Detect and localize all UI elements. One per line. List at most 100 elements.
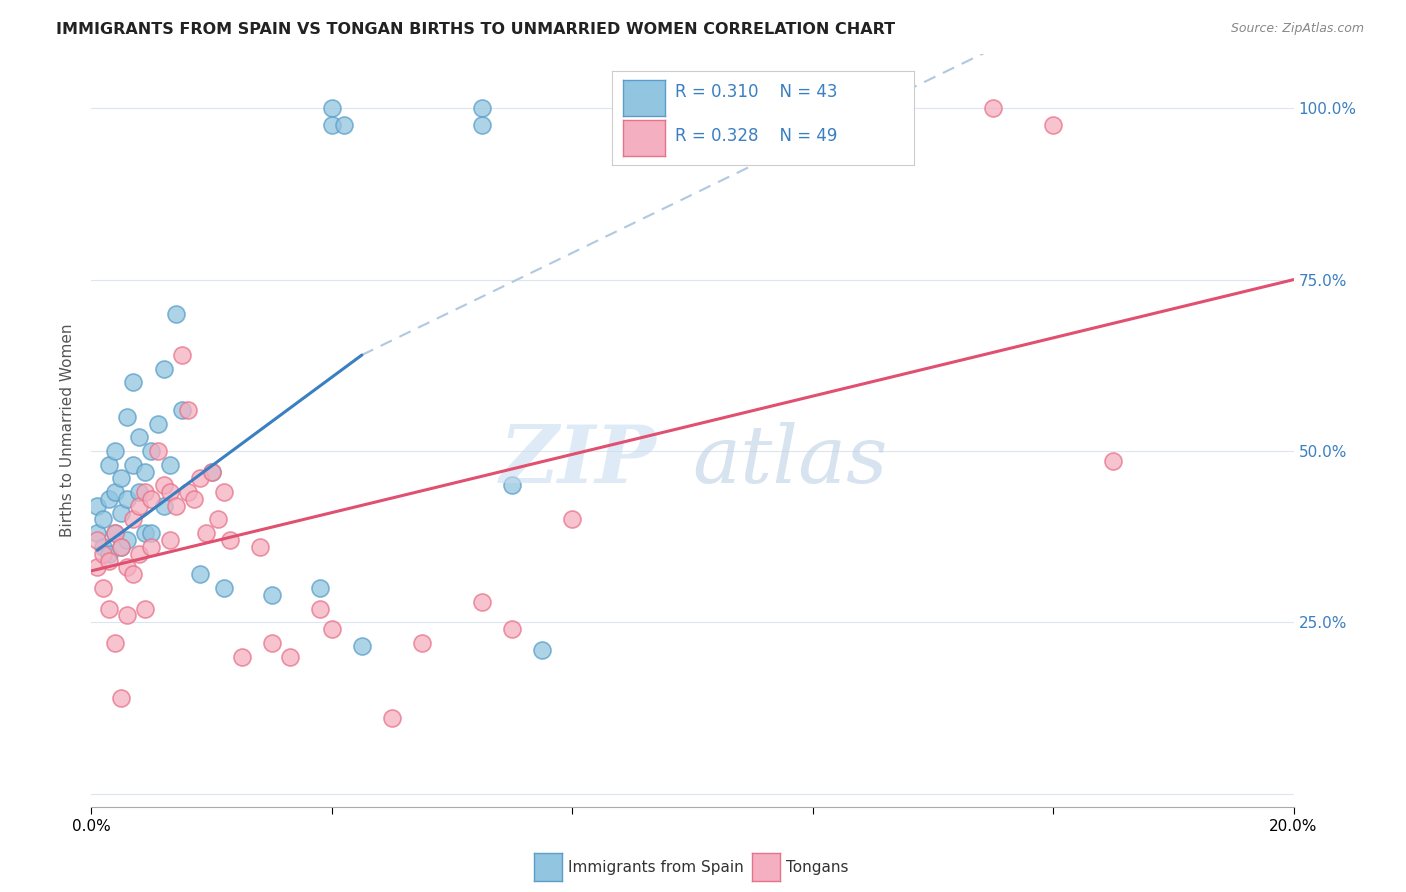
Point bbox=[188, 471, 211, 485]
Point bbox=[117, 409, 139, 424]
Text: Immigrants from Spain: Immigrants from Spain bbox=[568, 860, 744, 874]
Text: Tongans: Tongans bbox=[786, 860, 848, 874]
Point bbox=[98, 458, 121, 472]
Text: R = 0.328    N = 49: R = 0.328 N = 49 bbox=[675, 127, 837, 145]
Point bbox=[321, 101, 343, 115]
Point bbox=[561, 512, 583, 526]
Text: R = 0.310    N = 43: R = 0.310 N = 43 bbox=[675, 83, 838, 101]
Point bbox=[212, 485, 235, 500]
Point bbox=[98, 553, 121, 567]
Point bbox=[278, 649, 301, 664]
Point bbox=[86, 560, 108, 574]
Point bbox=[117, 533, 139, 547]
Point bbox=[110, 540, 132, 554]
Point bbox=[308, 581, 330, 595]
Point bbox=[188, 567, 211, 582]
Point bbox=[117, 608, 139, 623]
Point bbox=[141, 526, 163, 541]
Point bbox=[159, 533, 181, 547]
Point bbox=[260, 588, 283, 602]
Text: Source: ZipAtlas.com: Source: ZipAtlas.com bbox=[1230, 22, 1364, 36]
Point bbox=[128, 547, 150, 561]
Point bbox=[531, 642, 554, 657]
Point bbox=[146, 444, 169, 458]
Point bbox=[165, 307, 187, 321]
Point bbox=[350, 639, 373, 653]
Point bbox=[321, 119, 343, 133]
Point bbox=[170, 402, 193, 417]
Point bbox=[122, 458, 145, 472]
Point bbox=[128, 499, 150, 513]
Point bbox=[249, 540, 271, 554]
Point bbox=[93, 512, 115, 526]
Point bbox=[93, 547, 115, 561]
Point bbox=[134, 485, 156, 500]
Point bbox=[141, 491, 163, 506]
Text: IMMIGRANTS FROM SPAIN VS TONGAN BIRTHS TO UNMARRIED WOMEN CORRELATION CHART: IMMIGRANTS FROM SPAIN VS TONGAN BIRTHS T… bbox=[56, 22, 896, 37]
Point bbox=[152, 478, 174, 492]
Point bbox=[183, 491, 205, 506]
Point bbox=[117, 560, 139, 574]
Point bbox=[152, 499, 174, 513]
Point bbox=[110, 690, 132, 705]
Point bbox=[501, 478, 523, 492]
Point bbox=[308, 601, 330, 615]
Point bbox=[152, 361, 174, 376]
Point bbox=[128, 485, 150, 500]
Point bbox=[159, 458, 181, 472]
Point bbox=[194, 526, 217, 541]
Point bbox=[381, 711, 404, 725]
Text: ZIP: ZIP bbox=[499, 422, 657, 500]
Point bbox=[165, 499, 187, 513]
Point bbox=[86, 499, 108, 513]
Point bbox=[471, 119, 494, 133]
Point bbox=[1102, 454, 1125, 468]
Point bbox=[104, 636, 127, 650]
Point bbox=[141, 444, 163, 458]
Point bbox=[134, 465, 156, 479]
Point bbox=[176, 402, 198, 417]
Point bbox=[1042, 119, 1064, 133]
Point bbox=[501, 622, 523, 636]
Point bbox=[104, 485, 127, 500]
Point bbox=[110, 506, 132, 520]
Point bbox=[86, 526, 108, 541]
Point bbox=[98, 547, 121, 561]
Point bbox=[104, 526, 127, 541]
Point bbox=[207, 512, 229, 526]
Point bbox=[159, 485, 181, 500]
Point bbox=[122, 376, 145, 390]
Point bbox=[212, 581, 235, 595]
Point bbox=[98, 491, 121, 506]
Point bbox=[201, 465, 224, 479]
Y-axis label: Births to Unmarried Women: Births to Unmarried Women bbox=[60, 324, 76, 537]
Point bbox=[471, 101, 494, 115]
Point bbox=[321, 622, 343, 636]
Text: atlas: atlas bbox=[692, 422, 887, 500]
Point bbox=[231, 649, 253, 664]
Point bbox=[218, 533, 240, 547]
Point bbox=[141, 540, 163, 554]
Point bbox=[134, 601, 156, 615]
Point bbox=[411, 636, 433, 650]
Point bbox=[93, 581, 115, 595]
Point bbox=[117, 491, 139, 506]
Point bbox=[122, 567, 145, 582]
Point bbox=[333, 119, 356, 133]
Point bbox=[146, 417, 169, 431]
Point bbox=[170, 348, 193, 362]
Point bbox=[471, 595, 494, 609]
Point bbox=[98, 601, 121, 615]
Point bbox=[981, 101, 1004, 115]
Point bbox=[110, 471, 132, 485]
Point bbox=[260, 636, 283, 650]
Point bbox=[122, 512, 145, 526]
Point bbox=[104, 444, 127, 458]
Point bbox=[110, 540, 132, 554]
Point bbox=[104, 526, 127, 541]
Point bbox=[93, 540, 115, 554]
Point bbox=[86, 533, 108, 547]
Point bbox=[201, 465, 224, 479]
Point bbox=[176, 485, 198, 500]
Point bbox=[134, 526, 156, 541]
